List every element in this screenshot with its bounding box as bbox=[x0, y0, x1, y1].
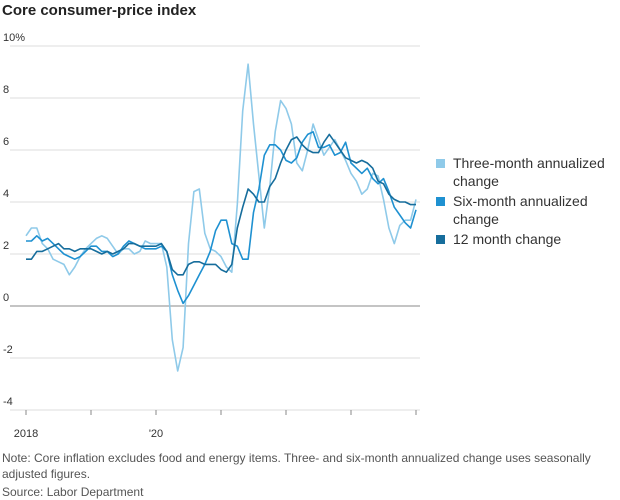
legend: Three-month annualized change Six-month a… bbox=[436, 154, 620, 250]
line-series bbox=[25, 63, 417, 372]
note: Note: Core inflation excludes food and e… bbox=[2, 451, 591, 481]
y-tick-label: 0 bbox=[3, 292, 9, 304]
line-series bbox=[26, 131, 417, 305]
chart-title: Core consumer-price index bbox=[2, 2, 197, 19]
y-tick-label: -4 bbox=[3, 396, 13, 408]
x-tick-label: 2018 bbox=[14, 428, 38, 440]
legend-entry: 12 month change bbox=[436, 230, 620, 248]
legend-label: Six-month annualized change bbox=[453, 193, 588, 227]
y-tick-label: 8 bbox=[3, 84, 9, 96]
x-tick-label: '20 bbox=[149, 428, 163, 440]
legend-entry: Six-month annualized change bbox=[436, 192, 620, 228]
line-series bbox=[26, 133, 416, 276]
legend-swatch bbox=[436, 159, 445, 168]
source: Source: Labor Department bbox=[2, 485, 144, 499]
chart: -4 -2 0 2 4 6 8 10% 2018 '20 bbox=[3, 32, 420, 440]
y-tick-label: 6 bbox=[3, 136, 9, 148]
legend-label: 12 month change bbox=[453, 231, 562, 247]
y-tick-label: 10% bbox=[3, 32, 25, 44]
legend-swatch bbox=[436, 235, 445, 244]
y-tick-label: 2 bbox=[3, 240, 9, 252]
legend-entry: Three-month annualized change bbox=[436, 154, 620, 190]
y-tick-label: -2 bbox=[3, 344, 13, 356]
legend-label: Three-month annualized change bbox=[453, 155, 605, 189]
legend-swatch bbox=[436, 197, 445, 206]
y-tick-label: 4 bbox=[3, 188, 9, 200]
